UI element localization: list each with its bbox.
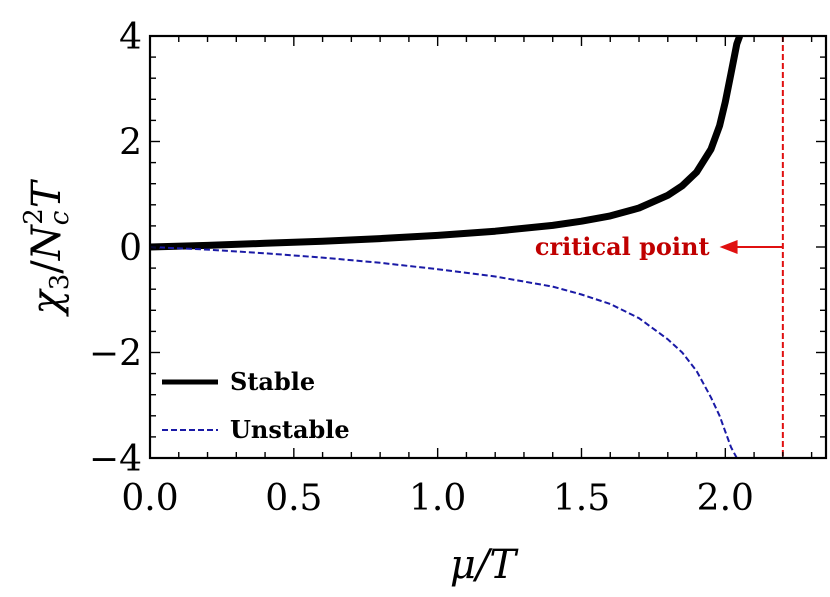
x-tick-label: 1.5 [553, 478, 610, 519]
x-tick-label: 0.0 [121, 478, 178, 519]
legend: Stable Unstable [162, 367, 350, 444]
legend-label-stable: Stable [230, 367, 315, 396]
x-tick-label: 0.5 [265, 478, 322, 519]
x-tick-label: 2.0 [697, 478, 754, 519]
series-line-stable [150, 36, 743, 251]
svg-text:χ3/Nc2T: χ3/Nc2T [19, 178, 75, 317]
ylabel-chi: χ [24, 288, 70, 318]
x-tick-label: 1.0 [409, 478, 466, 519]
axis-ticks: 0.0 0.5 1.0 1.5 2.0 −4 −2 0 2 4 [89, 17, 826, 519]
ylabel-sup2: 2 [19, 208, 49, 225]
ylabel-T: T [24, 178, 70, 208]
y-tick-label: −4 [89, 439, 142, 480]
ylabel-sub3: 3 [45, 274, 75, 291]
ylabel-N: N [24, 223, 70, 261]
ylabel-subc: c [45, 210, 75, 225]
y-tick-label: −2 [89, 334, 142, 375]
y-axis-title: χ3/Nc2T [19, 178, 75, 317]
y-tick-label: 0 [119, 228, 142, 269]
legend-label-unstable: Unstable [230, 415, 350, 444]
y-tick-label: 4 [119, 17, 142, 58]
series-group [150, 36, 743, 458]
series-line-unstable [150, 246, 738, 458]
ylabel-slash: / [24, 260, 70, 274]
annotation-label: critical point [535, 232, 710, 261]
plot-area: critical point [150, 36, 784, 458]
x-axis-title: μ/T [450, 542, 519, 588]
annotation-arrow-head [719, 240, 738, 254]
y-tick-label: 2 [119, 123, 142, 164]
